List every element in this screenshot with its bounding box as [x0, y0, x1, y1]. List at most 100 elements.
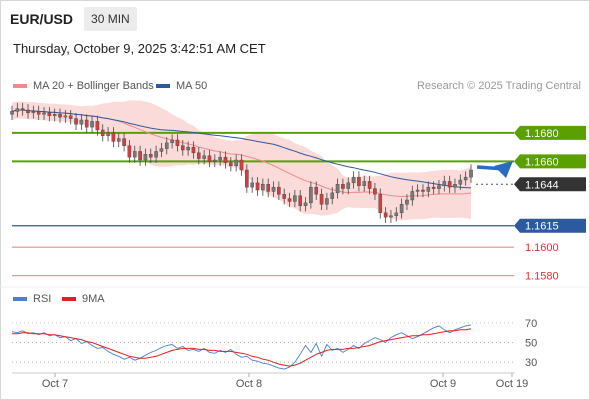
candle-body [84, 119, 89, 128]
candle-body [116, 138, 121, 142]
candle-body [410, 191, 415, 201]
x-tick-label-3: Oct 19 [496, 378, 528, 390]
candle-body [367, 181, 372, 189]
candle-body [218, 156, 222, 161]
candles [10, 102, 473, 223]
candle-body [15, 108, 20, 112]
candle-body [458, 179, 463, 185]
rsi-ma-swatch [62, 297, 76, 301]
price-tag-bg-3 [514, 218, 586, 233]
candle-body [127, 145, 132, 158]
candle-body [100, 129, 105, 136]
candle-body [373, 188, 377, 195]
price-tag-label-5: 1.1580 [525, 271, 559, 283]
candle-body [132, 151, 137, 158]
candle-body [10, 111, 14, 115]
candle-body [63, 115, 68, 118]
ma20-swatch [13, 84, 27, 88]
legend-ma20: MA 20 + Bollinger Bands [13, 80, 154, 92]
candle-body [234, 159, 238, 166]
candle-body [239, 159, 244, 171]
candle-body [47, 112, 52, 116]
candle-body [463, 176, 468, 181]
candle-body [68, 115, 73, 119]
candle-body [282, 194, 286, 199]
candle-body [287, 198, 292, 202]
rsi-tick-label-0: 70 [525, 318, 537, 330]
timeframe-badge[interactable]: 30 MIN [84, 7, 137, 31]
x-tick-label-0: Oct 7 [42, 378, 68, 390]
candle-body [191, 146, 196, 154]
candle-body [394, 212, 399, 216]
candle-body [383, 212, 388, 218]
candle-body [186, 146, 190, 151]
price-tag-label-0: 1.1680 [525, 128, 559, 140]
candle-body [442, 181, 447, 186]
x-tick-label-1: Oct 8 [236, 378, 262, 390]
ma20-label: MA 20 + Bollinger Bands [33, 80, 154, 92]
candle-body [58, 114, 62, 118]
candle-body [405, 199, 409, 205]
candle-body [180, 145, 185, 151]
ma50-line [11, 109, 472, 189]
candle-body [202, 155, 206, 159]
target-arrow-head [494, 161, 513, 178]
price-tag-label-1: 1.1660 [525, 156, 559, 168]
rsi-swatch [13, 297, 27, 301]
candle-body [175, 139, 180, 146]
rsi-ma-line [12, 328, 472, 367]
legend-rsi: RSI [13, 293, 51, 305]
candle-body [90, 121, 94, 128]
ma50-swatch [156, 84, 170, 88]
candle-body [255, 182, 260, 191]
candle-body [431, 186, 436, 189]
rsi-tick-label-2: 30 [525, 357, 537, 369]
candle-body [447, 181, 452, 188]
candle-body [271, 186, 276, 192]
price-tag-bg-2 [514, 177, 586, 192]
candle-body [122, 138, 126, 146]
chart-header: EUR/USD 30 MIN [7, 7, 137, 31]
candle-body [20, 108, 25, 111]
price-tag-label-3: 1.1615 [525, 221, 559, 233]
candle-body [469, 169, 473, 178]
candle-body [453, 184, 457, 188]
candle-body [415, 189, 420, 192]
candle-body [319, 194, 324, 205]
candle-body [106, 132, 110, 136]
candle-body [351, 176, 356, 184]
candle-body [213, 159, 217, 162]
candle-body [95, 121, 100, 131]
candle-body [362, 181, 367, 186]
candle-body [197, 152, 201, 159]
price-tag-label-4: 1.1600 [525, 242, 559, 254]
timestamp: Thursday, October 9, 2025 3:42:51 AM CET [13, 41, 266, 56]
candle-body [36, 111, 41, 115]
symbol-label[interactable]: EUR/USD [10, 11, 74, 27]
x-tick-label-2: Oct 9 [430, 378, 456, 390]
candle-body [330, 192, 335, 199]
candle-body [143, 154, 148, 161]
price-tag-bg-0 [514, 125, 586, 140]
rsi-line [11, 324, 472, 370]
copyright: Research © 2025 Trading Central [416, 80, 581, 92]
candle-body [148, 154, 153, 158]
candle-body [437, 185, 441, 189]
candle-body [261, 184, 265, 191]
rsi-ma-label: 9MA [82, 293, 105, 305]
price-tag-label-2: 1.1644 [525, 179, 559, 191]
candle-body [325, 198, 329, 205]
candle-body [389, 215, 393, 218]
candle-body [154, 151, 158, 158]
candle-body [298, 195, 303, 206]
ma50-label: MA 50 [176, 80, 208, 92]
candle-body [357, 176, 361, 186]
candle-body [207, 155, 212, 162]
candle-body [378, 194, 383, 214]
legend-ma50: MA 50 [156, 80, 207, 92]
candle-body [26, 109, 30, 114]
candle-body [346, 182, 351, 189]
legend-rsi-ma: 9MA [62, 293, 105, 305]
candle-body [42, 112, 46, 115]
